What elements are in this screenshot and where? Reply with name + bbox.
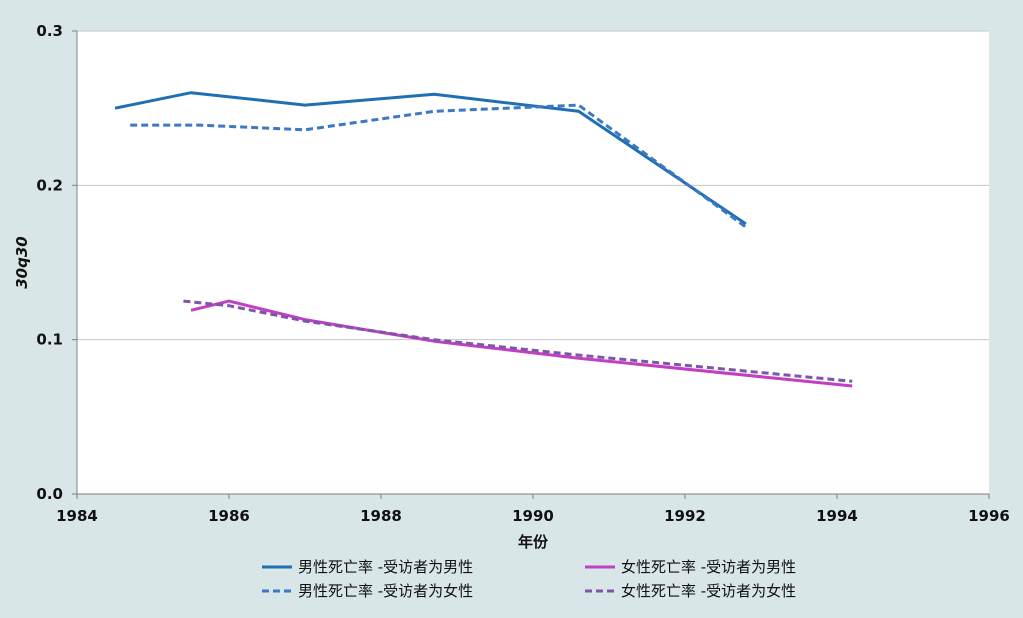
y-tick-label: 0.1 bbox=[36, 331, 63, 349]
x-tick-label: 1990 bbox=[512, 507, 554, 525]
y-tick-label: 0.2 bbox=[36, 176, 63, 194]
series-line-4 bbox=[183, 299, 853, 383]
x-axis-title: 年份 bbox=[518, 533, 549, 551]
x-tick-label: 1992 bbox=[664, 507, 706, 525]
legend-label-3: 女性死亡率 -受访者为男性 bbox=[621, 558, 796, 576]
legend-label-1: 男性死亡率 -受访者为男性 bbox=[298, 558, 473, 576]
x-tick-label: 1988 bbox=[360, 507, 402, 525]
series-line-2 bbox=[130, 103, 747, 229]
y-axis-title: 30q30 bbox=[13, 236, 31, 289]
series-line-1 bbox=[114, 91, 747, 226]
x-tick-label: 1994 bbox=[816, 507, 858, 525]
legend-label-2: 男性死亡率 -受访者为女性 bbox=[298, 582, 473, 600]
x-tick-label: 1984 bbox=[56, 507, 98, 525]
plot-area bbox=[77, 31, 989, 494]
legend-label-4: 女性死亡率 -受访者为女性 bbox=[621, 582, 796, 600]
x-tick-label: 1986 bbox=[208, 507, 250, 525]
y-tick-label: 0.3 bbox=[36, 22, 63, 40]
y-tick-label: 0.0 bbox=[36, 485, 63, 503]
x-tick-label: 1996 bbox=[968, 507, 1010, 525]
